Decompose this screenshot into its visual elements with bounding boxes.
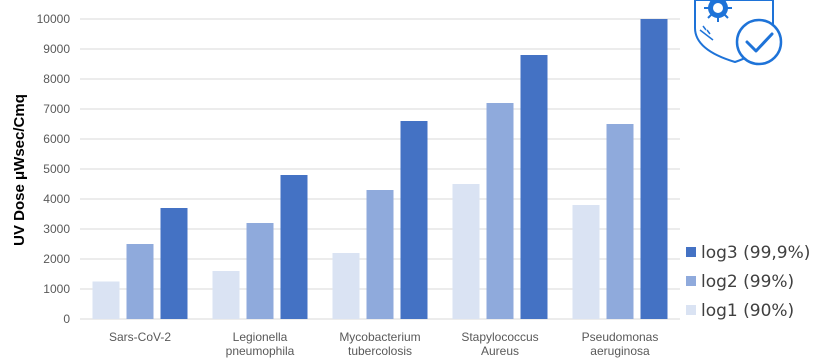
y-axis-ticks: 0 1000 2000 3000 4000 5000 6000 7000 8000 9000 100… xyxy=(37,12,71,326)
x-category-label: Aureus xyxy=(481,344,519,358)
x-category-label: Pseudomonas xyxy=(582,330,659,344)
bar xyxy=(280,175,308,319)
y-tick-label: 8000 xyxy=(43,72,70,86)
bar xyxy=(160,208,188,319)
bar xyxy=(606,124,634,319)
x-category-label: pneumophila xyxy=(226,344,295,358)
x-category-label: Sars-CoV-2 xyxy=(109,330,171,344)
bar xyxy=(332,253,360,319)
bar xyxy=(246,223,274,319)
bar xyxy=(640,19,668,319)
y-tick-label: 1000 xyxy=(43,282,70,296)
legend-swatch xyxy=(686,276,696,286)
legend-swatch xyxy=(686,247,696,257)
bar xyxy=(486,103,514,319)
bar xyxy=(92,281,120,319)
legend-label: log3 (99,9%) xyxy=(701,243,810,263)
bar xyxy=(366,190,394,319)
y-tick-label: 4000 xyxy=(43,192,70,206)
legend-swatch xyxy=(686,305,696,315)
legend: log3 (99,9%) log2 (99%) log1 (90%) xyxy=(686,243,810,321)
y-tick-label: 5000 xyxy=(43,162,70,176)
y-axis-label: UV Dose μWsec/Cmq xyxy=(11,94,28,246)
x-category-label: aeruginosa xyxy=(590,344,650,358)
virus-shield-check-icon xyxy=(694,0,783,66)
y-tick-label: 7000 xyxy=(43,102,70,116)
y-tick-label: 3000 xyxy=(43,222,70,236)
bar xyxy=(212,271,240,319)
bar xyxy=(520,55,548,319)
y-tick-label: 9000 xyxy=(43,42,70,56)
bar xyxy=(400,121,428,319)
y-tick-label: 0 xyxy=(63,312,70,326)
x-category-label: tubercolosis xyxy=(348,344,412,358)
y-tick-label: 2000 xyxy=(43,252,70,266)
legend-label: log2 (99%) xyxy=(701,272,794,292)
bar xyxy=(572,205,600,319)
bar xyxy=(126,244,154,319)
legend-label: log1 (90%) xyxy=(701,301,794,321)
bar xyxy=(452,184,480,319)
bars xyxy=(92,19,668,319)
x-category-label: Mycobacterium xyxy=(339,330,420,344)
x-category-label: Stapylococcus xyxy=(461,330,538,344)
y-tick-label: 6000 xyxy=(43,132,70,146)
y-tick-label: 10000 xyxy=(37,12,71,26)
x-category-label: Legionella xyxy=(233,330,288,344)
